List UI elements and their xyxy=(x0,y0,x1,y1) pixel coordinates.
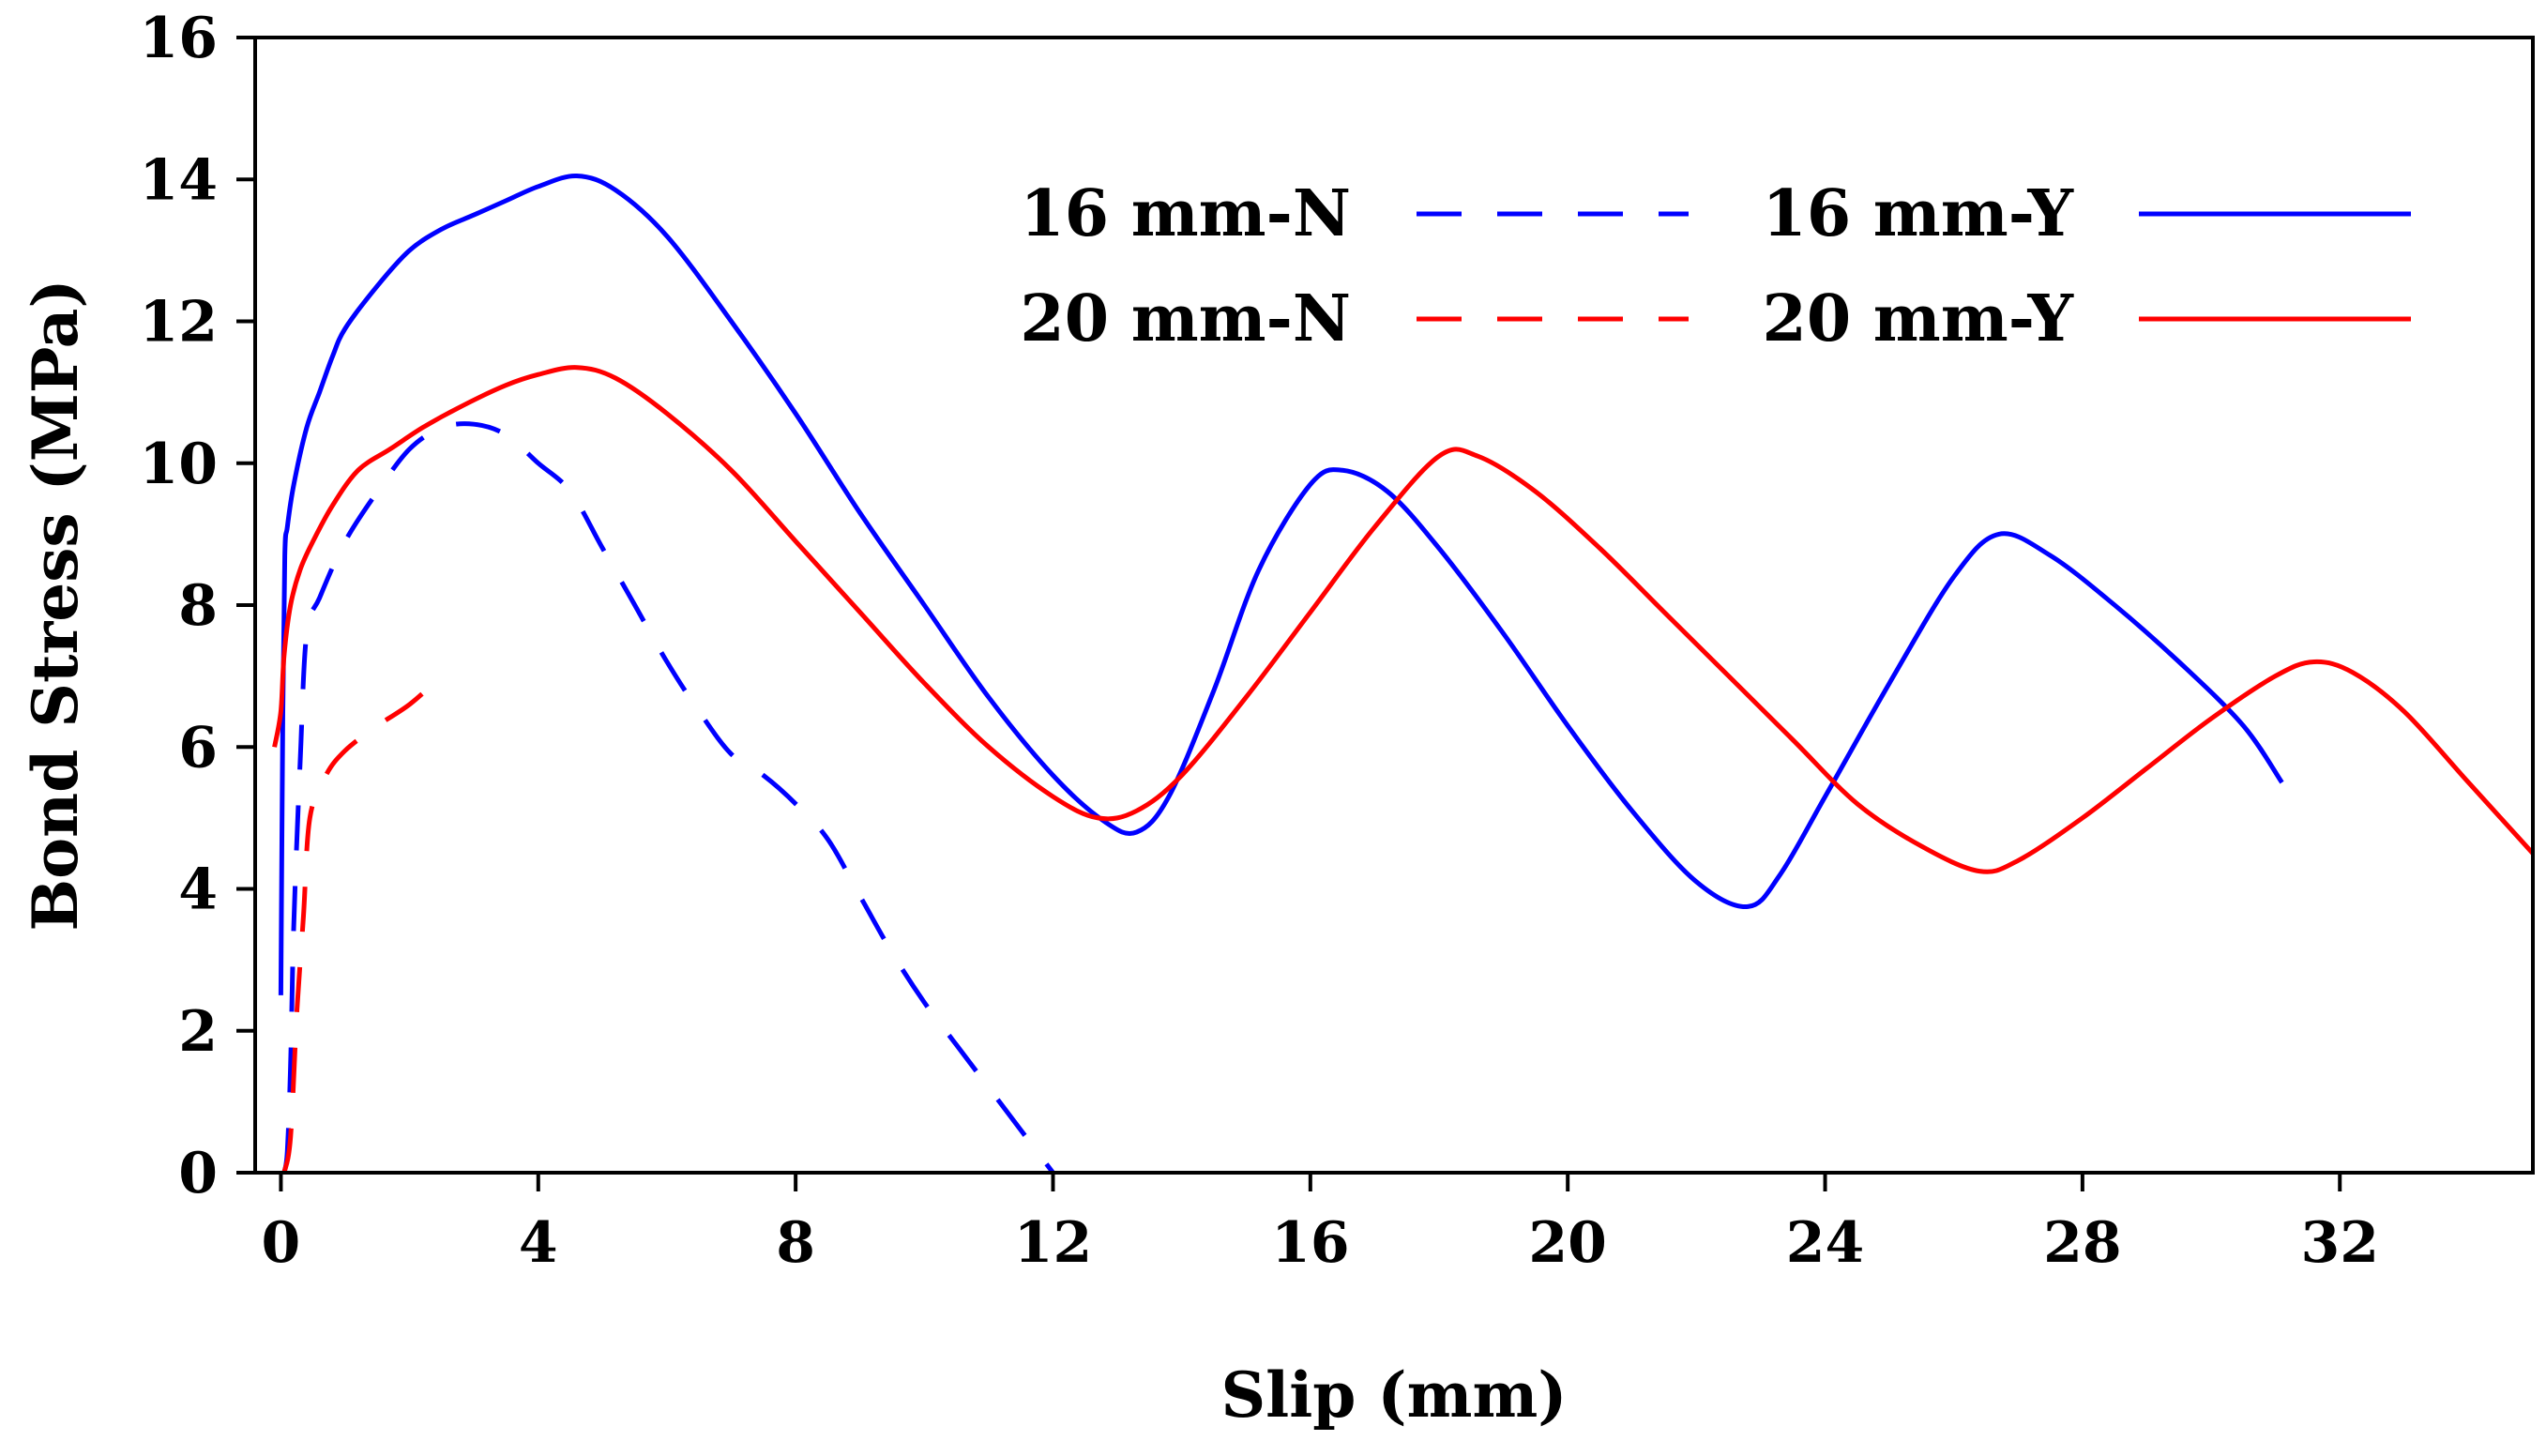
y-tick-label: 0 xyxy=(178,1141,218,1206)
y-axis-title: Bond Stress (MPa) xyxy=(19,279,92,931)
x-tick-label: 24 xyxy=(1786,1210,1865,1276)
legend-label-16-mm-n: 16 mm-N xyxy=(1020,176,1351,251)
plot-frame xyxy=(253,36,2535,1175)
x-tick-label: 8 xyxy=(776,1210,815,1276)
legend-label-16-mm-y: 16 mm-Y xyxy=(1763,176,2075,251)
x-tick-label: 32 xyxy=(2300,1210,2379,1276)
y-tick-label: 8 xyxy=(178,573,218,639)
x-tick-label: 4 xyxy=(519,1210,558,1276)
x-tick-label: 12 xyxy=(1014,1210,1093,1276)
x-tick-label: 28 xyxy=(2043,1210,2122,1276)
x-axis-title: Slip (mm) xyxy=(1220,1358,1567,1432)
y-tick-label: 10 xyxy=(140,432,219,497)
legend-label-20-mm-y: 20 mm-Y xyxy=(1763,281,2075,356)
y-tick-label: 14 xyxy=(140,147,219,213)
y-tick-label: 2 xyxy=(178,999,218,1065)
legend: 16 mm-N 16 mm-Y 20 mm-N 20 mm-Y xyxy=(1020,176,2411,356)
x-tick-label: 16 xyxy=(1271,1210,1350,1276)
x-tick-label: 0 xyxy=(262,1210,301,1276)
series-layer xyxy=(272,173,2533,1173)
series-line-20-mm-n xyxy=(281,674,444,1173)
legend-label-20-mm-n: 20 mm-N xyxy=(1020,281,1351,356)
y-tick-label: 4 xyxy=(178,857,218,923)
y-tick-label: 12 xyxy=(140,290,219,356)
y-tick-label: 16 xyxy=(140,6,219,71)
y-tick-label: 6 xyxy=(178,715,218,781)
x-tick-label: 20 xyxy=(1528,1210,1607,1276)
series-line-20-mm-y xyxy=(272,365,2533,874)
series-line-16-mm-n xyxy=(281,421,1055,1173)
